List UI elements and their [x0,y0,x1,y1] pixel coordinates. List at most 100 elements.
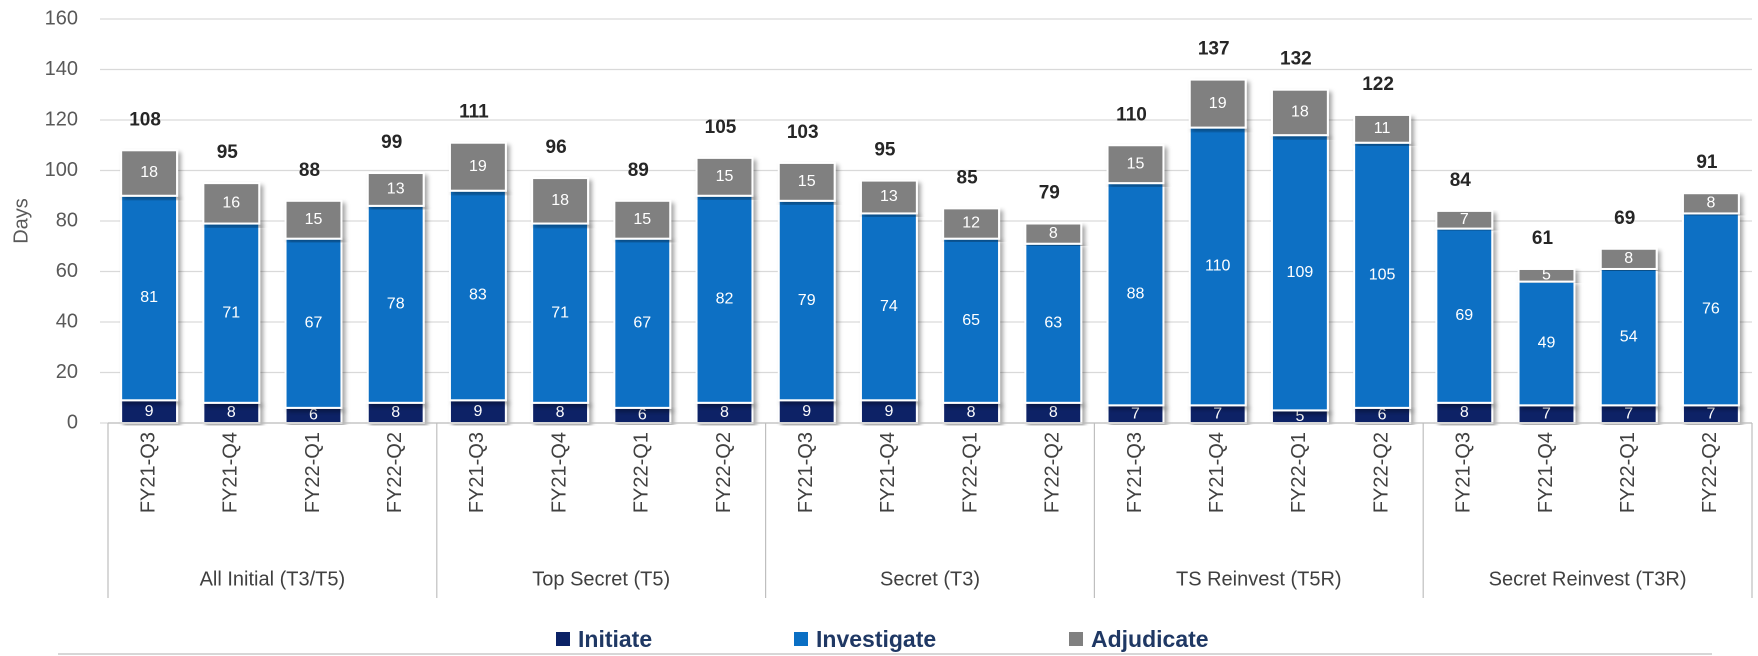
total-label: 132 [1280,49,1312,70]
segment-label: 71 [222,304,240,321]
x-tick-label: FY22-Q2 [713,432,735,513]
x-tick-label: FY21-Q3 [137,432,159,513]
segment-label: 5 [1295,408,1304,425]
bar-segment [942,207,1001,240]
total-label: 110 [1116,104,1147,125]
total-label: 108 [129,109,161,130]
y-tick-label: 140 [45,58,78,80]
x-tick-label: FY22-Q1 [959,432,981,513]
y-tick-label: 60 [56,260,78,282]
total-label: 95 [874,140,896,161]
x-tick-label: FY21-Q4 [877,432,899,513]
bar-segment [1599,267,1658,407]
x-tick-label: FY21-Q3 [1453,432,1475,513]
total-label: 105 [705,117,737,138]
group-label: TS Reinvest (T5R) [1176,568,1342,590]
segment-label: 15 [798,173,816,190]
bar-segment [859,179,918,215]
legend-label: Adjudicate [1091,626,1209,652]
segment-label: 5 [1542,267,1551,284]
x-tick-label: FY21-Q4 [1535,432,1557,513]
segment-label: 8 [391,404,400,421]
bar-segment [613,199,672,240]
segment-label: 65 [962,312,980,329]
legend-swatch [794,632,808,646]
segment-label: 67 [305,314,323,331]
segment-label: 8 [1460,404,1469,421]
group-label: All Initial (T3/T5) [200,568,346,590]
segment-label: 8 [227,404,236,421]
segment-label: 7 [1213,405,1222,422]
bar-segment [1188,126,1247,407]
x-tick-label: FY22-Q2 [1370,432,1392,513]
total-label: 85 [957,167,979,188]
x-tick-label: FY22-Q2 [1699,432,1721,513]
segment-label: 6 [309,407,318,424]
bar-segment [448,141,507,192]
segment-label: 6 [638,407,647,424]
segment-label: 8 [1049,225,1058,242]
segment-label: 7 [1131,405,1140,422]
segment-label: 11 [1374,120,1391,137]
segment-label: 8 [1706,195,1715,212]
total-label: 84 [1450,170,1472,191]
bar-segment [1188,78,1247,129]
bar-segment [1681,212,1740,407]
bar-segment [1435,227,1494,404]
bar-segment [366,204,425,404]
segment-label: 7 [1624,405,1633,422]
bar-segment [1106,144,1165,185]
segment-label: 105 [1369,267,1396,284]
x-tick-label: FY21-Q4 [1206,432,1228,513]
legend-swatch [556,632,570,646]
segment-label: 13 [880,188,898,205]
bar-segment [448,189,507,402]
segment-label: 13 [387,181,405,198]
y-axis-label: Days [10,198,32,244]
y-tick-label: 0 [67,411,78,433]
bar-segment [120,149,179,197]
segment-label: 19 [469,158,487,175]
segment-label: 81 [140,289,158,306]
bar-segment [1106,182,1165,407]
group-label: Secret (T3) [880,568,980,590]
segment-label: 69 [1455,307,1473,324]
group-label: Secret Reinvest (T3R) [1489,568,1687,590]
x-tick-label: FY21-Q3 [795,432,817,513]
segment-label: 88 [1127,285,1145,302]
x-tick-label: FY22-Q2 [384,432,406,513]
total-label: 88 [299,160,320,181]
bar-segment [1599,247,1658,270]
segment-label: 79 [798,292,816,309]
segment-label: 8 [1624,250,1633,267]
bar-segment [1024,242,1083,404]
segment-label: 49 [1538,335,1556,352]
bar-segment [1517,267,1576,283]
segment-label: 8 [556,404,565,421]
x-tick-label: FY22-Q1 [1288,432,1310,513]
total-label: 122 [1362,74,1394,95]
x-tick-label: FY21-Q4 [220,432,242,513]
segment-label: 15 [1127,155,1145,172]
legend-label: Investigate [816,626,936,652]
segment-label: 15 [716,168,734,185]
x-tick-label: FY22-Q1 [302,432,324,513]
bar-segment [1517,280,1576,407]
bar-segment [1681,192,1740,215]
bar-segment [695,156,754,197]
segment-label: 82 [716,290,734,307]
y-tick-label: 80 [56,209,78,231]
segment-label: 18 [1291,104,1309,121]
segment-label: 7 [1706,405,1715,422]
total-label: 61 [1532,228,1554,249]
x-tick-label: FY22-Q2 [1042,432,1064,513]
segment-label: 15 [305,211,323,228]
segment-label: 110 [1205,258,1231,275]
segment-label: 9 [145,403,154,420]
bar-segment [859,212,918,402]
segment-label: 67 [633,314,651,331]
bar-segment [695,194,754,404]
bar-segment [202,182,261,225]
bar-segment [1353,113,1412,144]
